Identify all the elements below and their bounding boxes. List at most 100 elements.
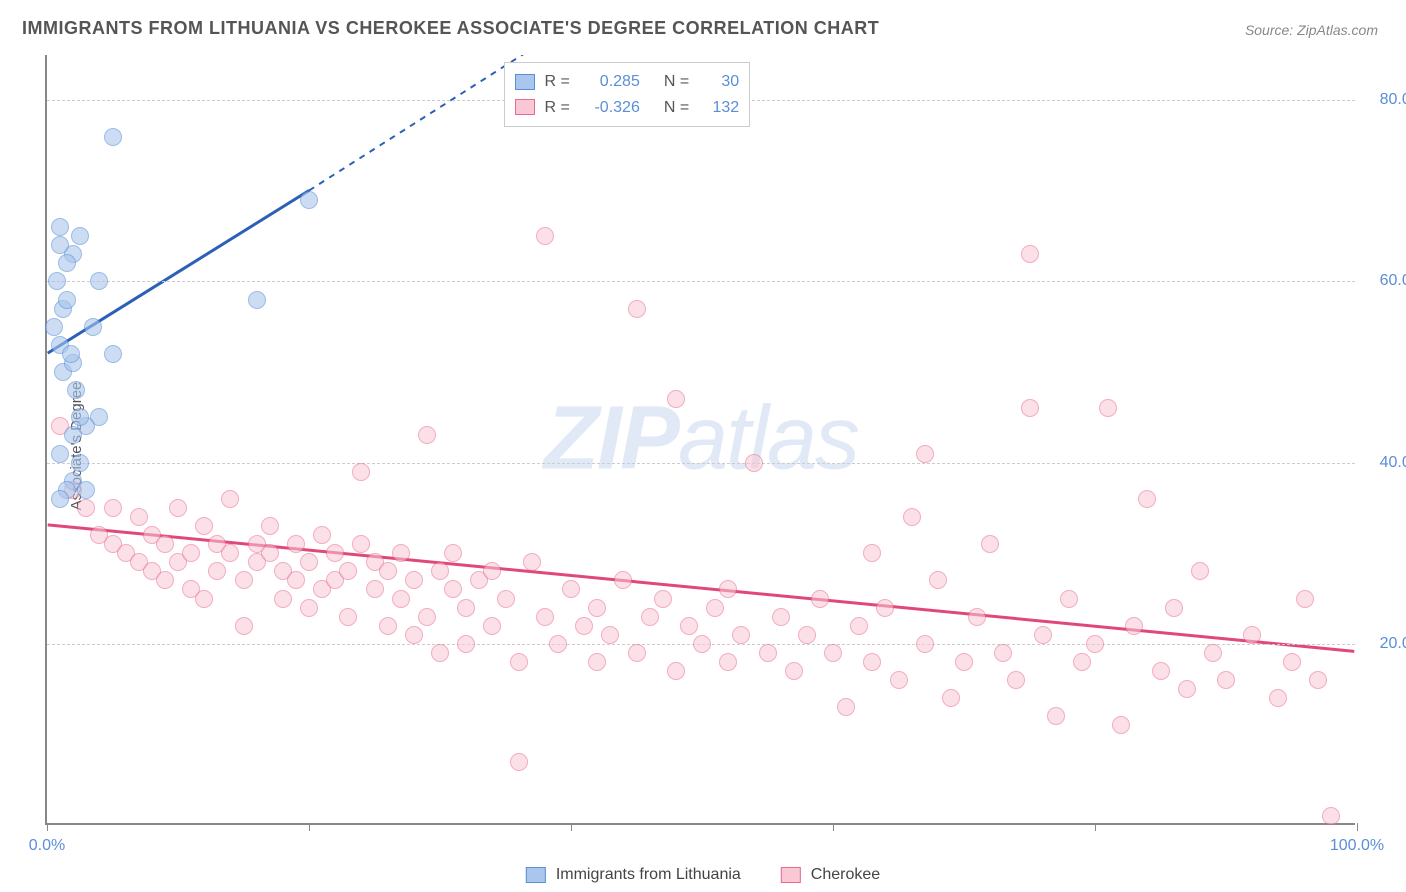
scatter-point: [549, 635, 567, 653]
trend-lines-svg: [47, 55, 1355, 823]
scatter-point: [287, 571, 305, 589]
x-tick: [1095, 823, 1096, 831]
scatter-point: [221, 490, 239, 508]
scatter-point: [444, 580, 462, 598]
scatter-point: [366, 580, 384, 598]
scatter-point: [352, 535, 370, 553]
scatter-point: [562, 580, 580, 598]
scatter-point: [77, 499, 95, 517]
scatter-point: [64, 426, 82, 444]
r-value: 0.285: [580, 69, 640, 95]
scatter-point: [903, 508, 921, 526]
legend-item: Cherokee: [781, 866, 880, 884]
scatter-point: [156, 571, 174, 589]
scatter-point: [379, 617, 397, 635]
scatter-point: [418, 426, 436, 444]
scatter-point: [1269, 689, 1287, 707]
legend-swatch: [526, 867, 546, 883]
scatter-point: [104, 128, 122, 146]
scatter-point: [235, 617, 253, 635]
scatter-point: [483, 617, 501, 635]
legend-label: Immigrants from Lithuania: [556, 866, 741, 884]
scatter-point: [51, 445, 69, 463]
source-credit: Source: ZipAtlas.com: [1245, 22, 1378, 38]
scatter-point: [71, 454, 89, 472]
scatter-point: [667, 662, 685, 680]
scatter-point: [588, 653, 606, 671]
scatter-point: [48, 272, 66, 290]
scatter-point: [510, 653, 528, 671]
scatter-point: [1178, 680, 1196, 698]
watermark-suffix: atlas: [678, 389, 858, 489]
scatter-point: [274, 590, 292, 608]
scatter-point: [994, 644, 1012, 662]
scatter-point: [719, 653, 737, 671]
scatter-point: [837, 698, 855, 716]
chart-title: IMMIGRANTS FROM LITHUANIA VS CHEROKEE AS…: [22, 18, 879, 39]
scatter-point: [418, 608, 436, 626]
scatter-point: [785, 662, 803, 680]
scatter-point: [1112, 716, 1130, 734]
scatter-point: [693, 635, 711, 653]
scatter-point: [300, 553, 318, 571]
scatter-point: [1099, 399, 1117, 417]
scatter-point: [1191, 562, 1209, 580]
scatter-point: [575, 617, 593, 635]
scatter-point: [235, 571, 253, 589]
scatter-point: [405, 571, 423, 589]
scatter-point: [62, 345, 80, 363]
scatter-point: [890, 671, 908, 689]
scatter-point: [811, 590, 829, 608]
x-tick: [571, 823, 572, 831]
scatter-point: [1283, 653, 1301, 671]
scatter-point: [968, 608, 986, 626]
scatter-point: [955, 653, 973, 671]
scatter-point: [339, 562, 357, 580]
legend-stat-row: R =0.285N =30: [515, 69, 740, 95]
scatter-point: [1086, 635, 1104, 653]
scatter-point: [942, 689, 960, 707]
r-label: R =: [545, 69, 570, 95]
scatter-point: [84, 318, 102, 336]
scatter-point: [798, 626, 816, 644]
scatter-point: [1152, 662, 1170, 680]
scatter-point: [313, 526, 331, 544]
scatter-point: [1007, 671, 1025, 689]
scatter-point: [706, 599, 724, 617]
r-value: -0.326: [580, 95, 640, 121]
watermark: ZIPatlas: [544, 388, 858, 491]
scatter-point: [719, 580, 737, 598]
scatter-point: [379, 562, 397, 580]
y-tick-label: 60.0%: [1365, 272, 1406, 290]
scatter-point: [182, 544, 200, 562]
legend-label: Cherokee: [811, 866, 880, 884]
scatter-point: [457, 635, 475, 653]
scatter-point: [431, 562, 449, 580]
legend-swatch: [515, 74, 535, 90]
scatter-point: [195, 590, 213, 608]
scatter-point: [1034, 626, 1052, 644]
scatter-point: [58, 254, 76, 272]
scatter-point: [536, 227, 554, 245]
scatter-point: [405, 626, 423, 644]
scatter-point: [51, 218, 69, 236]
scatter-point: [1243, 626, 1261, 644]
y-tick-label: 40.0%: [1365, 454, 1406, 472]
scatter-point: [248, 291, 266, 309]
n-label: N =: [664, 69, 689, 95]
scatter-point: [745, 454, 763, 472]
x-tick: [833, 823, 834, 831]
n-label: N =: [664, 95, 689, 121]
x-tick: [309, 823, 310, 831]
scatter-point: [850, 617, 868, 635]
scatter-point: [104, 345, 122, 363]
scatter-point: [392, 544, 410, 562]
scatter-point: [261, 517, 279, 535]
scatter-point: [1138, 490, 1156, 508]
scatter-point: [1165, 599, 1183, 617]
scatter-point: [680, 617, 698, 635]
legend-swatch: [781, 867, 801, 883]
scatter-point: [45, 318, 63, 336]
scatter-point: [71, 408, 89, 426]
scatter-point: [339, 608, 357, 626]
